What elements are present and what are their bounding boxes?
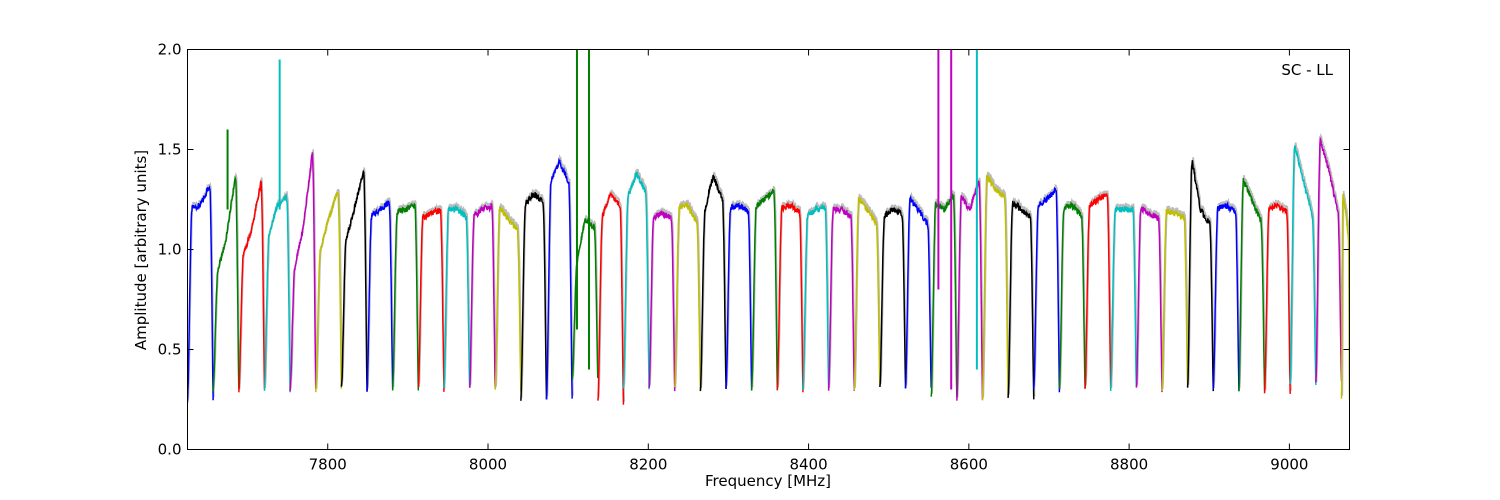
band-series-line (750, 188, 779, 391)
band-series-line (956, 180, 984, 401)
y-tick-label: 0.5 (158, 341, 182, 359)
band-shadow-line (1161, 205, 1190, 389)
band-series-line (212, 175, 240, 392)
band-series-line (1340, 193, 1350, 400)
band-series-line (930, 192, 958, 398)
band-series-line (1186, 160, 1215, 392)
band-series-line (340, 169, 368, 391)
band-series-line (520, 191, 548, 401)
band-series-line (1289, 145, 1317, 386)
band-series-line (366, 200, 394, 392)
y-tick-label: 1.5 (158, 141, 182, 159)
band-series-line (238, 180, 266, 393)
band-series-line (648, 210, 676, 392)
band-series-line (699, 174, 727, 392)
x-axis-label: Frequency [MHz] (705, 472, 831, 490)
data-layer (187, 49, 1350, 405)
band-series-line (1161, 208, 1189, 392)
band-series-line (1084, 193, 1112, 389)
y-tick-label: 1.0 (158, 241, 182, 259)
band-series-line (391, 203, 420, 391)
band-shadow-line (1213, 197, 1241, 388)
band-series-line (776, 201, 804, 393)
band-series-line (1033, 186, 1061, 393)
band-series-line (314, 191, 343, 393)
band-series-line (879, 207, 907, 389)
y-tick-label: 0.0 (158, 441, 182, 459)
band-series-line (1007, 200, 1035, 400)
x-tick-label: 8000 (469, 456, 507, 474)
band-series-line (725, 202, 753, 391)
x-tick-label: 9000 (1270, 456, 1308, 474)
band-series-line (802, 204, 830, 391)
band-series-line (1263, 202, 1291, 394)
band-series-line (545, 157, 573, 400)
band-series-line (187, 185, 214, 403)
band-series-line (1315, 136, 1343, 383)
chart-annotation: SC - LL (1281, 61, 1333, 79)
band-series-line (263, 194, 291, 393)
x-tick-label: 8400 (789, 456, 827, 474)
y-tick-label: 2.0 (158, 41, 182, 59)
band-series-line (673, 202, 702, 391)
band-series-line (1238, 178, 1266, 392)
band-shadow-line (1290, 142, 1318, 383)
band-series-line (904, 194, 932, 389)
band-shadow-line (1315, 132, 1344, 380)
band-series-line (417, 206, 445, 392)
band-shadow-line (982, 171, 1010, 398)
x-tick-label: 8600 (950, 456, 988, 474)
x-tick-label: 7800 (309, 456, 347, 474)
band-series-line (468, 202, 496, 389)
x-tick-label: 8800 (1110, 456, 1148, 474)
band-series-line (1109, 205, 1138, 391)
band-series-line (1212, 201, 1240, 391)
band-series-line (1135, 206, 1163, 393)
band-series-line (597, 192, 625, 405)
band-series-line (289, 152, 317, 392)
band-series-line (853, 196, 881, 391)
y-axis-label: Amplitude [arbitrary units] (132, 150, 150, 350)
band-series-line (622, 171, 650, 390)
band-series-line (494, 206, 522, 392)
x-tick-label: 8200 (629, 456, 667, 474)
band-series-line (1058, 200, 1086, 389)
band-series-line (981, 174, 1009, 401)
band-series-line (443, 204, 471, 389)
band-series-line (827, 205, 855, 391)
ticks-layer: 7800 8000 8200 8400 8600 8800 9000 0.0 0.5 1.0 1.5… (158, 41, 1350, 474)
